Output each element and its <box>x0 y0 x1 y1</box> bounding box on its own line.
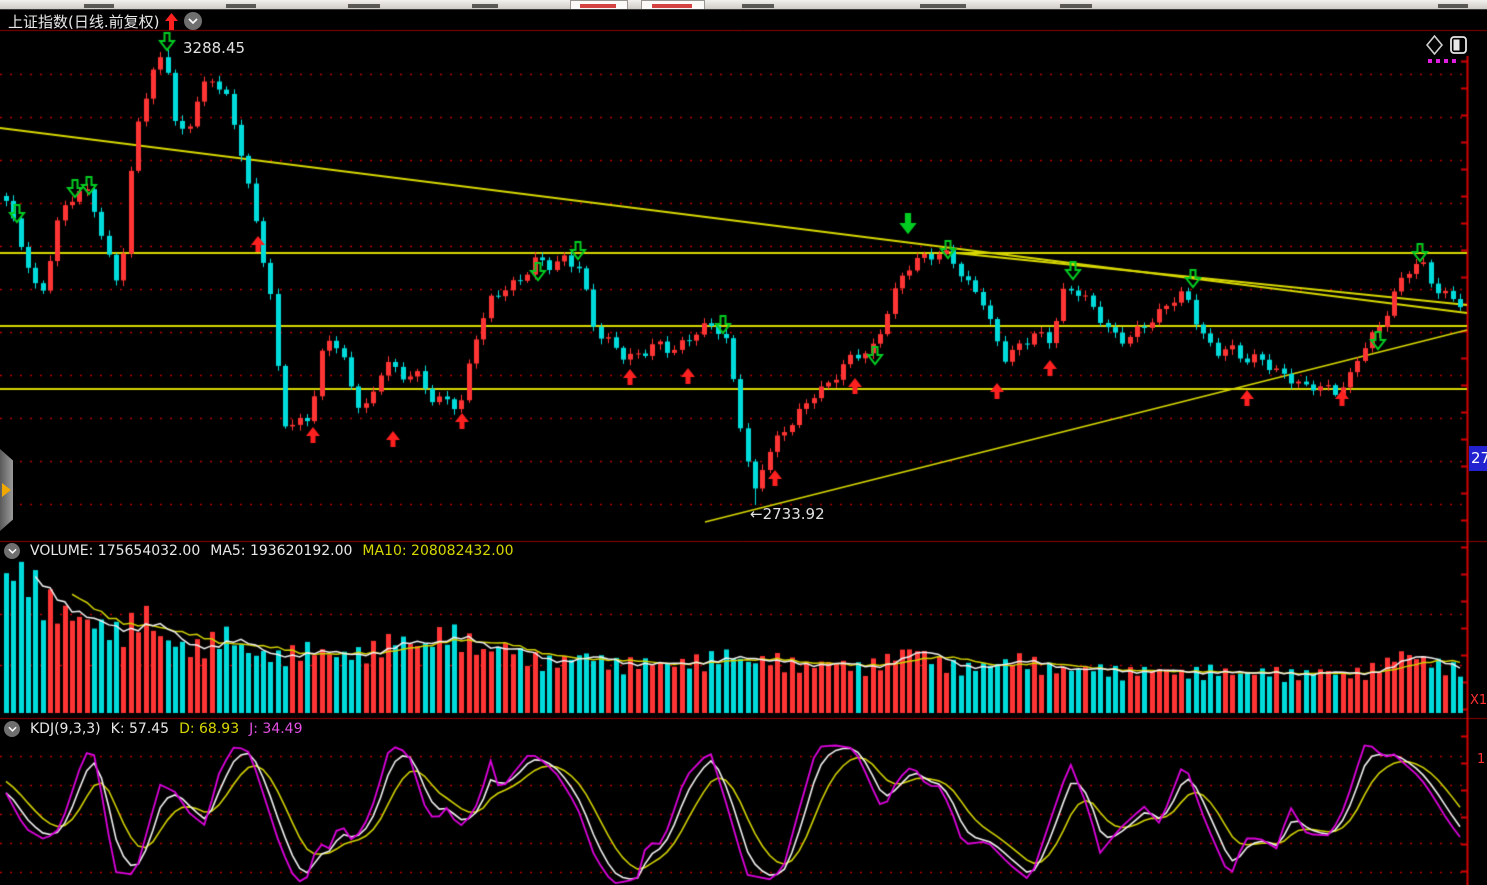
volume-scale-label: X1 <box>1470 693 1487 708</box>
magenta-dot-icon <box>1444 59 1448 63</box>
toolbar-text-remnant <box>742 4 774 8</box>
kdj-params: KDJ(9,3,3) <box>30 721 101 737</box>
chart-title-row: 上证指数(日线.前复权) <box>8 11 203 31</box>
expand-right-icon <box>2 483 11 497</box>
toolbar-text-remnant <box>652 4 692 8</box>
last-price-box: 27 <box>1469 446 1487 471</box>
chart-title: 上证指数(日线.前复权) <box>8 12 160 31</box>
volume-readout: VOLUME: 175654032.00 <box>30 543 201 559</box>
top-right-tools <box>1424 33 1484 67</box>
toolbar-text-remnant <box>472 4 498 8</box>
diamond-marker-icon[interactable] <box>1426 35 1443 55</box>
trough-price-annotation: ←2733.92 <box>750 505 825 523</box>
kdj-k-value: K: 57.45 <box>110 721 170 737</box>
trend-up-arrow-icon <box>165 12 179 30</box>
toolbar-text-remnant <box>580 4 616 8</box>
kdj-d-value: D: 68.93 <box>179 721 240 737</box>
peak-price-annotation: 3288.45 <box>183 39 246 57</box>
toolbar-text-remnant <box>920 4 966 8</box>
toolbar-text-remnant <box>1438 4 1468 8</box>
magenta-dot-icon <box>1428 59 1432 63</box>
toolbar-strip-cutoff[interactable] <box>0 0 1487 10</box>
kdj-j-value: J: 34.49 <box>249 721 303 737</box>
collapse-main-chevron-icon[interactable] <box>184 12 203 30</box>
magenta-dot-icon <box>1436 59 1440 63</box>
toolbar-text-remnant <box>1060 4 1092 8</box>
kdj-axis-label: 1 <box>1477 752 1486 767</box>
left-arrow-glyph: ← <box>750 505 763 523</box>
panel-layout-icon[interactable] <box>1450 36 1467 54</box>
kdj-header: KDJ(9,3,3) K: 57.45 D: 68.93 J: 34.49 <box>4 721 302 737</box>
volume-header: VOLUME: 175654032.00 MA5: 193620192.00 M… <box>4 543 513 559</box>
collapse-kdj-chevron-icon[interactable] <box>4 721 20 737</box>
toolbar-text-remnant <box>348 4 380 8</box>
magenta-dot-icon <box>1452 59 1456 63</box>
vol-ma5-readout: MA5: 193620192.00 <box>210 543 353 559</box>
toolbar-text-remnant <box>226 4 256 8</box>
toolbar-text-remnant <box>84 4 114 8</box>
vol-ma10-readout: MA10: 208082432.00 <box>362 543 514 559</box>
collapse-volume-chevron-icon[interactable] <box>4 543 20 559</box>
